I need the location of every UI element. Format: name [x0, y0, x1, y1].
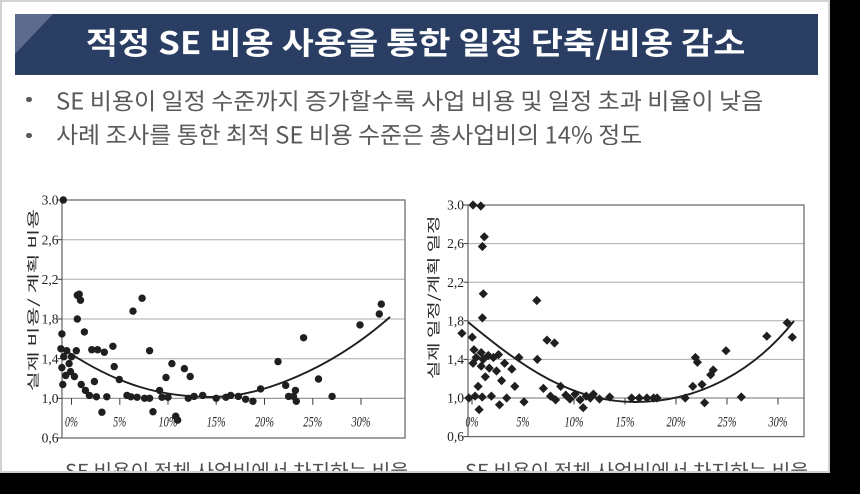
svg-text:0%: 0% — [65, 415, 78, 431]
svg-text:1,4: 1,4 — [447, 352, 464, 367]
svg-text:20%: 20% — [255, 415, 274, 431]
svg-text:0,6: 0,6 — [42, 431, 59, 446]
svg-text:25%: 25% — [303, 415, 322, 431]
svg-text:3.0: 3.0 — [42, 193, 59, 208]
svg-text:25%: 25% — [718, 415, 737, 431]
svg-text:10%: 10% — [159, 415, 178, 431]
svg-text:1,0: 1,0 — [447, 391, 464, 406]
svg-text:0%: 0% — [466, 415, 479, 431]
svg-text:1,8: 1,8 — [447, 313, 464, 328]
svg-text:15%: 15% — [616, 415, 635, 431]
svg-text:2,6: 2,6 — [447, 236, 464, 251]
svg-text:1,4: 1,4 — [42, 351, 59, 366]
svg-text:10%: 10% — [565, 415, 584, 431]
svg-text:1,0: 1,0 — [42, 391, 59, 406]
svg-text:2,2: 2,2 — [42, 272, 59, 287]
svg-text:20%: 20% — [667, 415, 686, 431]
svg-text:1,8: 1,8 — [42, 312, 59, 327]
svg-text:15%: 15% — [207, 415, 226, 431]
svg-text:2,2: 2,2 — [447, 275, 464, 290]
svg-text:0,6: 0,6 — [447, 429, 464, 444]
svg-text:30%: 30% — [768, 415, 788, 431]
svg-text:5%: 5% — [517, 415, 530, 431]
svg-text:3.0: 3.0 — [447, 198, 464, 213]
svg-text:30%: 30% — [351, 415, 371, 431]
svg-text:2,6: 2,6 — [42, 232, 59, 247]
svg-text:5%: 5% — [113, 415, 126, 431]
